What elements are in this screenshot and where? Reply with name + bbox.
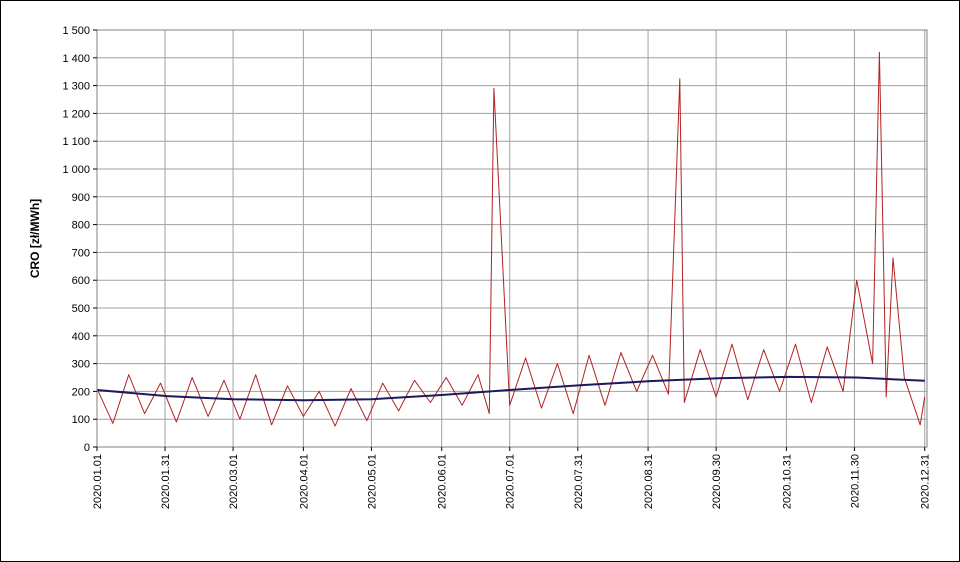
y-tick-label: 1 000 bbox=[62, 164, 90, 176]
y-tick-label: 100 bbox=[72, 414, 90, 426]
x-tick-label: 2020.12.31 bbox=[920, 454, 932, 509]
y-tick-label: 600 bbox=[72, 275, 90, 287]
y-tick-label: 800 bbox=[72, 220, 90, 232]
y-tick-label: 1 400 bbox=[62, 53, 90, 65]
y-tick-label: 700 bbox=[72, 247, 90, 259]
x-tick-label: 2020.01.31 bbox=[160, 454, 172, 509]
x-tick-label: 2020.05.01 bbox=[366, 454, 378, 509]
x-tick-label: 2020.06.01 bbox=[437, 454, 449, 509]
series-line-cro bbox=[96, 51, 926, 427]
y-tick-label: 1 100 bbox=[62, 136, 90, 148]
x-tick-label: 2020.03.01 bbox=[228, 454, 240, 509]
y-tick-label: 200 bbox=[72, 386, 90, 398]
y-tick-label: 300 bbox=[72, 359, 90, 371]
y-tick-label: 400 bbox=[72, 331, 90, 343]
plot-border bbox=[96, 29, 928, 448]
x-tick-label: 2020.01.01 bbox=[92, 454, 104, 509]
series-layer bbox=[96, 51, 926, 427]
y-tick-label: 500 bbox=[72, 303, 90, 315]
y-tick-label: 1 500 bbox=[62, 25, 90, 37]
y-tick-label: 1 300 bbox=[62, 81, 90, 93]
y-tick-label: 900 bbox=[72, 192, 90, 204]
plot-area bbox=[97, 30, 927, 447]
series-line-trend bbox=[96, 375, 925, 402]
x-tick-label: 2020.10.31 bbox=[781, 454, 793, 509]
x-axis-ticks: 2020.01.01 2020.01.31 2020.03.01 2020.04.01… bbox=[92, 447, 932, 509]
x-tick-label: 2020.07.01 bbox=[505, 454, 517, 509]
y-tick-label: 0 bbox=[84, 442, 90, 454]
y-gridlines bbox=[97, 29, 927, 448]
x-tick-label: 2020.11.30 bbox=[849, 454, 861, 508]
x-tick-label: 2020.09.30 bbox=[711, 454, 723, 509]
y-axis-title: CRO [zł/MWh] bbox=[28, 199, 42, 278]
x-tick-label: 2020.04.01 bbox=[298, 454, 310, 509]
x-tick-label: 2020.07.31 bbox=[573, 454, 585, 509]
x-tick-label: 2020.08.31 bbox=[643, 454, 655, 509]
y-axis-ticks: 0 100 200 300 400 500 600 700 800 900 1 000 1 100 1 … bbox=[62, 25, 97, 454]
y-tick-label: 1 200 bbox=[62, 108, 90, 120]
